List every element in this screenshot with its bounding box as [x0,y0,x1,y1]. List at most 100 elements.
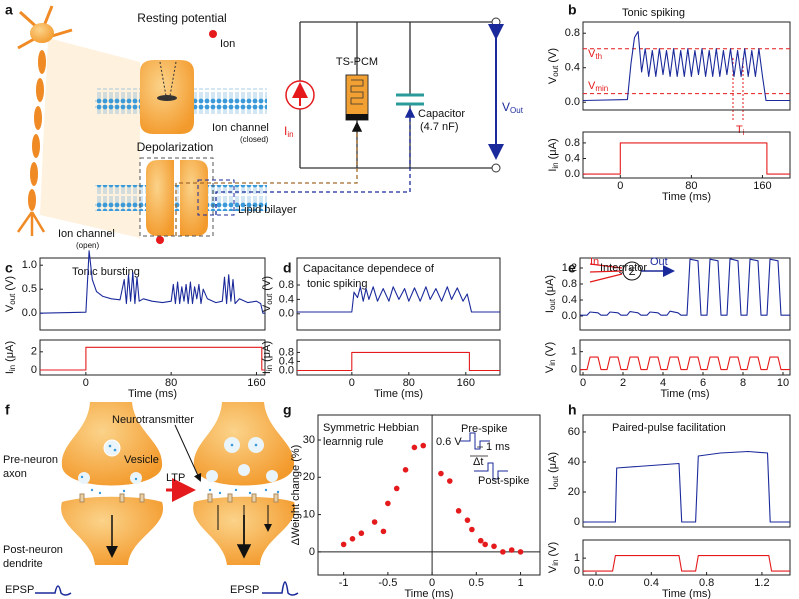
chart-title: Tonic spiking [622,7,685,19]
y-axis-label-part: (μA) [4,341,16,362]
y-axis-label-part: I [544,310,556,313]
panel-label: c [5,260,13,276]
chart-subtitle: tonic spiking [307,278,368,290]
label: LTP [166,472,185,484]
label: (closed) [240,135,269,144]
y-tick-label: 0.8 [565,27,580,39]
x-tick-label: 0.4 [644,577,659,589]
annotation-part: th [595,52,602,61]
y-axis-label: Iout (μA) [544,275,557,313]
y-tick-label: 0 [309,546,315,558]
label: Capacitor [418,108,465,120]
plot-frame [317,414,541,576]
y-axis-label: Vout (V) [4,276,17,312]
annotation-part: min [595,84,608,93]
y-tick-label: 1 [574,552,580,564]
point [358,530,365,537]
x-tick-label: 80 [403,377,415,389]
x-axis-label: Time (ms) [662,588,711,599]
y-tick-label: 0.8 [562,278,577,290]
y-tick-label: 0 [571,364,577,376]
point [446,478,453,484]
x-tick-label: 0 [580,377,586,389]
label: Post-neuron [3,544,63,556]
point [508,547,515,553]
y-tick-label: 0.8 [279,279,294,291]
y-axis-label-part: (V) [547,48,559,63]
y-axis-label-part: V [544,365,556,373]
plot-frame [39,257,266,331]
y-axis-label-part: in [265,365,274,371]
point [469,526,475,533]
y-tick-label: 0.4 [279,355,294,367]
point [340,541,347,548]
y-tick-label: 30 [303,434,315,446]
x-axis-label: Time (ms) [128,388,177,400]
x-tick-label: 0 [429,577,435,589]
y-tick-label: 0.0 [279,308,294,320]
y-axis-label: ΔWeight change (%) [290,445,302,546]
point [393,485,400,492]
label: Neurotransmitter [112,414,194,426]
integrator-symbol [589,261,675,283]
annotation-part: i [743,128,745,137]
y-tick-label: 0.4 [562,294,577,306]
y-tick-label: 0 [574,516,580,528]
y-axis-label-part: in [8,365,17,371]
x-tick-label: 160 [247,377,265,389]
panel-label: e [568,260,576,276]
point [402,467,409,473]
y-tick-label: 0 [574,565,580,577]
point [385,500,391,507]
trace [583,555,790,572]
y-tick-label: 0.0 [22,307,37,319]
x-tick-label: 0.0 [588,577,603,589]
point [371,519,378,525]
x-tick-label: 0 [83,377,89,389]
trace [297,351,500,372]
circuit [175,17,504,236]
y-axis-label: Vin (V) [547,542,560,573]
y-axis-label: Vout (V) [547,48,560,84]
annotation: Σ [629,266,636,278]
plot-frame [582,21,791,111]
label: Ion channel [212,122,269,134]
point [491,543,497,550]
trace [583,450,790,523]
spike-inset [460,432,508,480]
y-tick-label: 60 [568,426,580,438]
y-tick-label: 0.4 [565,152,580,164]
y-axis-label: Iin (μA) [4,341,17,374]
label: VOut [502,100,524,115]
y-axis-label-part: (μA) [261,341,273,362]
y-tick-label: 20 [568,486,580,498]
y-axis-label: Vin (V) [544,342,557,373]
y-axis-label-part: in [551,560,560,566]
plot-frame [579,257,791,331]
y-axis-label-part: V [4,304,16,312]
y-axis-label-part: (V) [547,542,559,557]
y-axis-label-part: I [261,371,273,374]
x-tick-label: 0.8 [699,577,714,589]
label: Ion channel [58,228,115,240]
synapse-illustration [35,402,299,596]
label: dendrite [3,558,43,570]
y-axis-label-part: in [548,360,557,366]
annotation: Vth [588,48,602,61]
annotation: 1 ms [486,441,510,453]
y-axis-label-part: I [547,487,559,490]
y-axis-label-part: out [548,298,557,310]
point [455,508,462,514]
annotation-part: V [588,80,596,92]
label: Depolarization [137,140,214,154]
x-tick-label: 0 [349,377,355,389]
annotation: Ti [736,124,745,137]
y-tick-label: 0.4 [279,293,294,305]
plot-frame [296,257,501,331]
x-tick-label: 1.2 [754,577,769,589]
y-axis-label-part: I [4,371,16,374]
annotation: In [590,256,599,268]
annotation-part: T [736,124,743,136]
annotation: Δt [473,456,483,468]
